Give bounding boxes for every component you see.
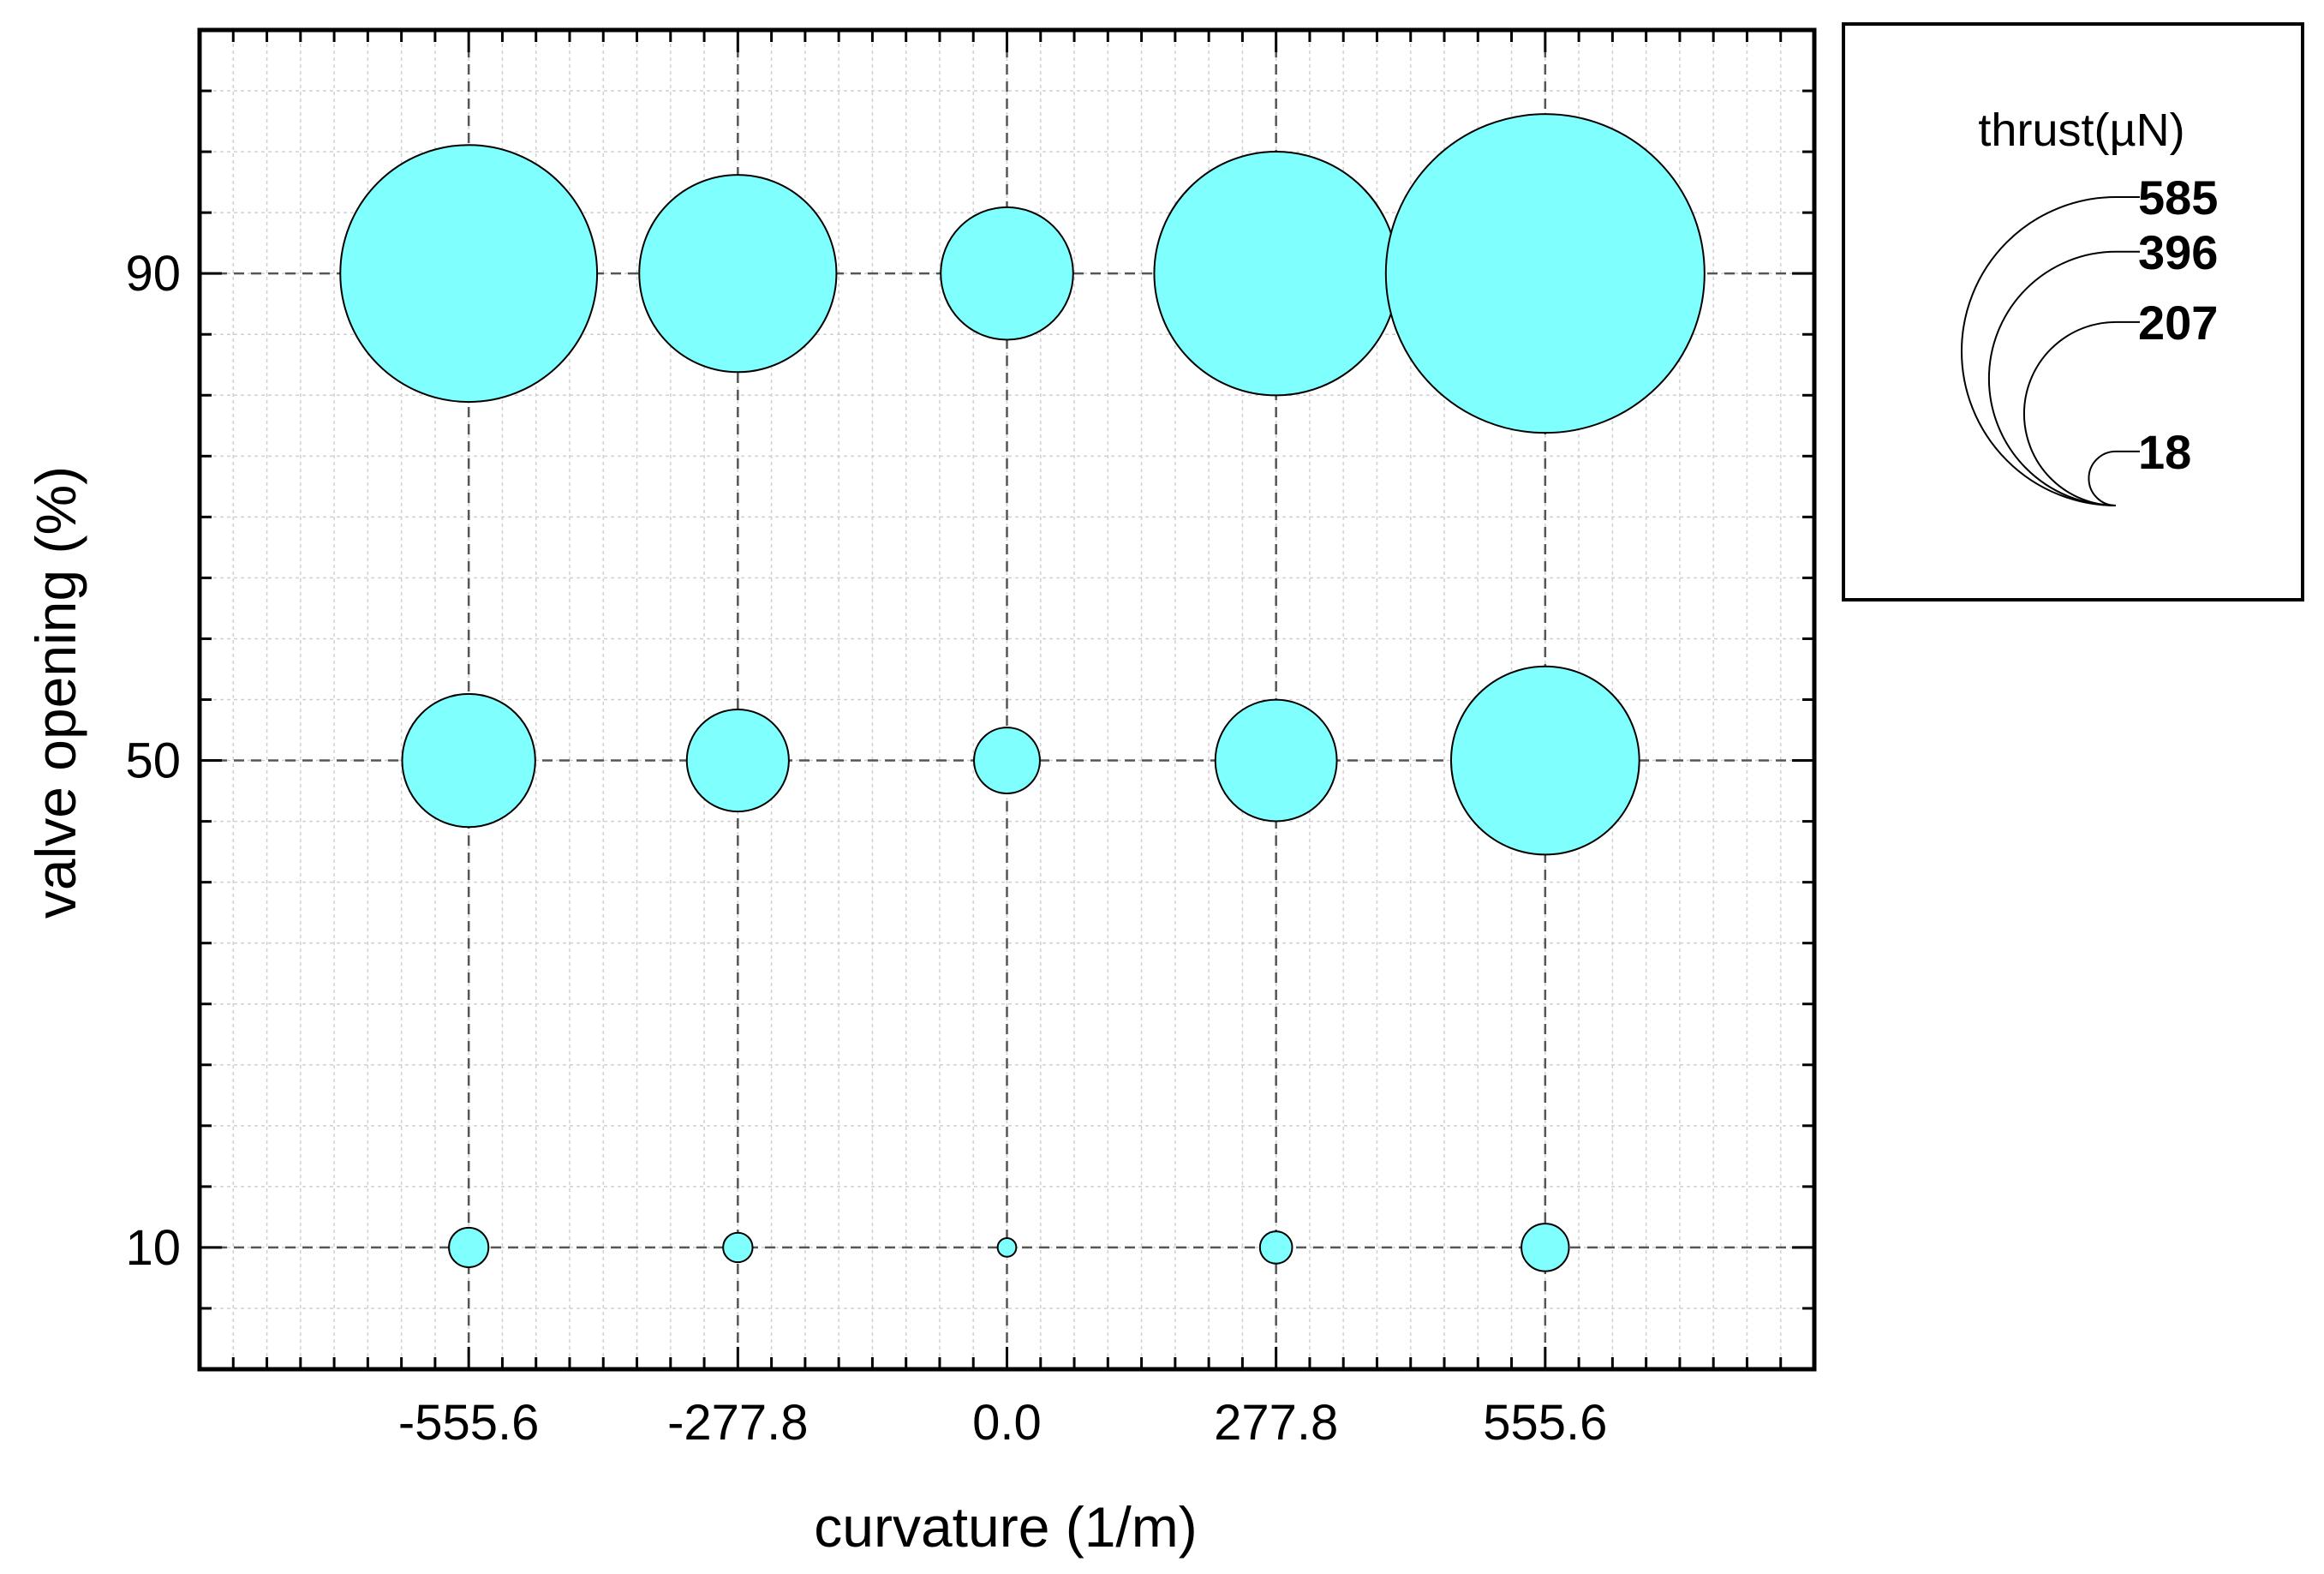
legend-value: 585 [2138, 171, 2218, 224]
y-tick-labels: 10 50 90 [125, 246, 181, 1276]
bubble [1258, 1230, 1293, 1265]
bubble [448, 1226, 490, 1268]
bubble [996, 1237, 1018, 1258]
legend-size-arc [1988, 250, 2117, 506]
y-tick-label: 10 [125, 1220, 181, 1276]
x-axis-label: curvature (1/m) [814, 1495, 1197, 1559]
x-tick-labels: -555.6 -277.8 0.0 277.8 555.6 [398, 1395, 1607, 1451]
bubble [1384, 113, 1706, 434]
legend-value: 18 [2138, 425, 2191, 479]
bubble [1153, 150, 1399, 397]
y-axis-label: valve opening (%) [24, 466, 87, 919]
bubble [940, 206, 1074, 341]
bubble [339, 144, 599, 404]
bubble [722, 1231, 754, 1264]
bubble [973, 727, 1041, 794]
x-tick-label: 555.6 [1483, 1395, 1607, 1451]
x-tick-label: 0.0 [972, 1395, 1042, 1451]
legend-size-arc [2022, 320, 2117, 506]
legend-value: 207 [2138, 296, 2218, 350]
bubble [685, 708, 790, 813]
bubble [1449, 665, 1640, 856]
legend-size-arc [1961, 196, 2117, 506]
y-tick-label: 50 [125, 733, 181, 789]
bubble [1520, 1223, 1570, 1272]
bubble [401, 692, 536, 829]
bubble [1214, 698, 1338, 823]
legend-title: thrust(µN) [1978, 105, 2184, 156]
bubbles [339, 113, 1706, 1272]
x-tick-label: 277.8 [1214, 1395, 1338, 1451]
x-tick-label: -277.8 [667, 1395, 808, 1451]
legend-size-arc [2088, 450, 2117, 506]
plot-frame [197, 27, 1817, 1372]
bubble [638, 174, 838, 374]
y-tick-label: 90 [125, 246, 181, 302]
legend-value: 396 [2138, 225, 2218, 279]
x-tick-label: -555.6 [398, 1395, 539, 1451]
legend-frame [1842, 22, 2304, 601]
